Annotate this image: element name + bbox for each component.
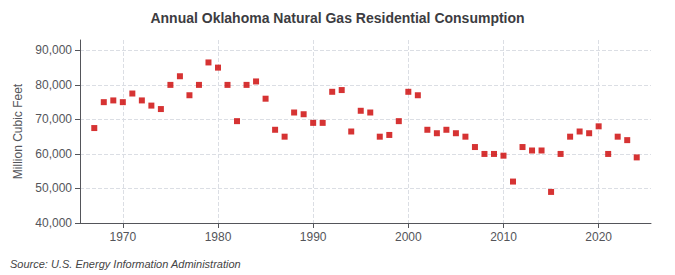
svg-text:2010: 2010	[490, 230, 517, 244]
svg-text:50,000: 50,000	[35, 181, 72, 195]
svg-text:2000: 2000	[395, 230, 422, 244]
svg-text:Million Cubic Feet: Million Cubic Feet	[11, 83, 25, 179]
svg-text:1990: 1990	[300, 230, 327, 244]
svg-text:70,000: 70,000	[35, 112, 72, 126]
svg-text:2020: 2020	[585, 230, 612, 244]
svg-text:1970: 1970	[109, 230, 136, 244]
svg-text:Annual Oklahoma Natural Gas Re: Annual Oklahoma Natural Gas Residential …	[150, 10, 524, 26]
svg-text:60,000: 60,000	[35, 147, 72, 161]
svg-text:1980: 1980	[205, 230, 232, 244]
svg-text:40,000: 40,000	[35, 216, 72, 230]
svg-text:80,000: 80,000	[35, 78, 72, 92]
svg-text:Source: U.S. Energy Informatio: Source: U.S. Energy Information Administ…	[10, 258, 241, 270]
svg-text:90,000: 90,000	[35, 43, 72, 57]
